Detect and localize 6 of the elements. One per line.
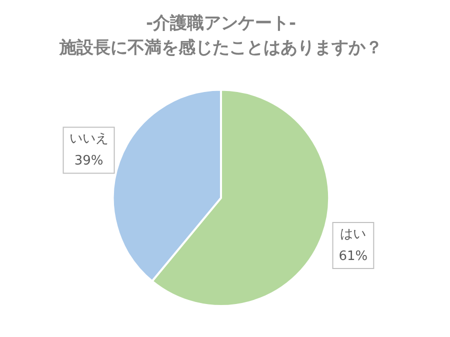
data-label: 61% [338, 248, 368, 264]
data-label: 39% [74, 154, 104, 169]
chart-subtitle: 施設長に不満を感じたことはありますか？ [58, 38, 382, 58]
chart-title: -介護職アンケート- [146, 14, 296, 34]
slice-label: いいえ [69, 132, 108, 147]
slice-label: はい [340, 226, 366, 242]
